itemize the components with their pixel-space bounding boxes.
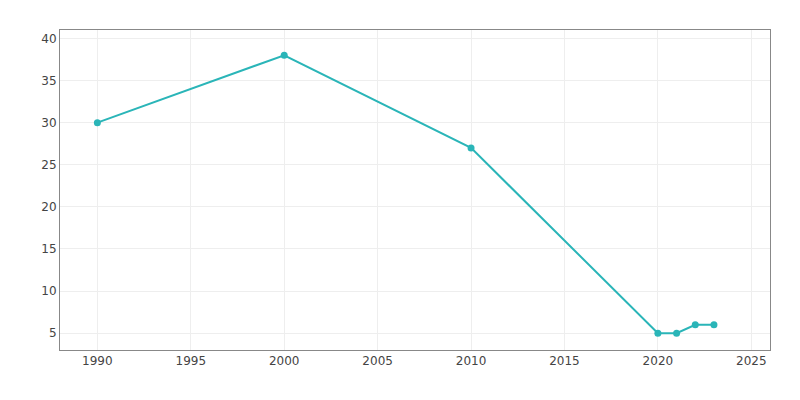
svg-text:1990: 1990: [82, 354, 113, 368]
svg-text:1995: 1995: [176, 354, 207, 368]
svg-text:2005: 2005: [362, 354, 393, 368]
svg-text:2000: 2000: [269, 354, 300, 368]
svg-text:20: 20: [41, 200, 56, 214]
svg-text:2020: 2020: [643, 354, 674, 368]
svg-text:15: 15: [41, 242, 56, 256]
svg-text:2015: 2015: [549, 354, 580, 368]
svg-text:2010: 2010: [456, 354, 487, 368]
svg-text:35: 35: [41, 74, 56, 88]
svg-text:5: 5: [49, 326, 57, 340]
svg-text:10: 10: [41, 284, 56, 298]
svg-text:2025: 2025: [736, 354, 767, 368]
svg-text:25: 25: [41, 158, 56, 172]
svg-text:30: 30: [41, 116, 56, 130]
svg-text:40: 40: [41, 32, 56, 46]
